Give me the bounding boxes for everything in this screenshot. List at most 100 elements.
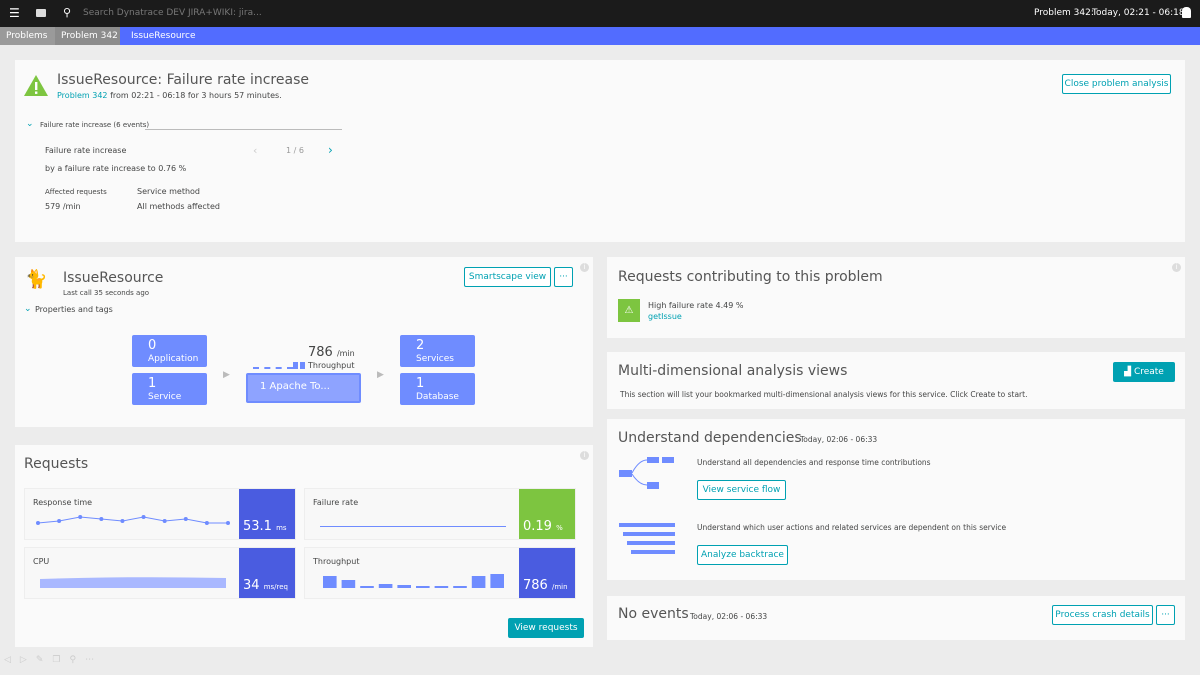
info-icon[interactable]: i <box>580 263 589 272</box>
contributing-item: High failure rate 4.49 % <box>648 301 744 310</box>
chevron-left-icon[interactable]: ‹ <box>253 144 258 157</box>
contributing-title: Requests contributing to this problem <box>618 269 883 285</box>
search-icon: ⚲ <box>63 6 72 19</box>
throughput-bar <box>397 585 411 588</box>
problem-card: IssueResource: Failure rate increase Pro… <box>15 60 1185 242</box>
close-problem-analysis-button[interactable]: Close problem analysis <box>1062 74 1171 94</box>
response-time-point <box>183 517 188 521</box>
zoom-icon[interactable]: ⚲ <box>69 655 86 665</box>
warning-icon <box>24 75 48 96</box>
problem-link[interactable]: Problem 342 <box>57 91 108 100</box>
failure-rate-sparkline <box>320 526 506 527</box>
service-name[interactable]: IssueResource <box>63 270 164 286</box>
throughput-bar <box>453 586 467 588</box>
response-time-point <box>141 515 146 519</box>
arrow-icon: ▶ <box>223 370 230 380</box>
tile-process[interactable]: 1 Apache To... <box>246 373 361 403</box>
metric-cpu[interactable]: CPU 34 ms/req <box>24 547 296 599</box>
timeframe[interactable]: Today, 02:21 - 06:18 <box>1092 8 1185 18</box>
info-icon[interactable]: i <box>580 451 589 460</box>
tile-database[interactable]: 1 Database <box>400 373 475 405</box>
response-time-point <box>78 515 83 519</box>
back-icon[interactable]: ◁ <box>4 655 20 665</box>
throughput-bar <box>471 576 486 588</box>
response-time-point <box>204 521 209 525</box>
backtrace-desc: Understand which user actions and relate… <box>697 523 1007 532</box>
throughput-bars <box>323 574 504 588</box>
tile-services[interactable]: 2 Services <box>400 335 475 367</box>
more-button[interactable]: ··· <box>554 267 573 287</box>
response-time-point <box>120 519 125 523</box>
notifications-icon[interactable] <box>36 9 46 17</box>
chevron-down-icon[interactable]: ⌄ <box>24 304 32 314</box>
events-card: No events Today, 02:06 - 06:33 Process c… <box>607 596 1185 640</box>
problem-title: IssueResource: Failure rate increase <box>57 72 309 88</box>
chevron-down-icon[interactable]: ⌄ <box>26 119 34 129</box>
tile-service[interactable]: 1 Service <box>132 373 207 405</box>
warning-icon: ⚠ <box>618 299 640 322</box>
requests-title: Requests <box>24 456 89 472</box>
getissue-link[interactable]: getIssue <box>648 312 682 321</box>
breadcrumb-issueresource[interactable]: IssueResource <box>120 27 1200 45</box>
breadcrumb-problems[interactable]: Problems <box>0 27 55 45</box>
analyze-backtrace-button[interactable]: Analyze backtrace <box>697 545 788 565</box>
metric-throughput[interactable]: Throughput 786 /min <box>304 547 576 599</box>
smartscape-view-button[interactable]: Smartscape view <box>464 267 551 287</box>
divider <box>145 129 342 130</box>
pen-icon[interactable]: ✎ <box>35 655 53 665</box>
flow-desc: Understand all dependencies and response… <box>697 458 931 467</box>
method-value: All methods affected <box>137 202 220 211</box>
contributing-card: Requests contributing to this problem i … <box>607 257 1185 338</box>
properties-toggle[interactable]: Properties and tags <box>35 305 113 314</box>
tile-application[interactable]: 0 Application <box>132 335 207 367</box>
search-input[interactable]: Search Dynatrace DEV JIRA+WIKI: jira... <box>83 8 262 18</box>
forward-icon[interactable]: ▷ <box>19 655 36 665</box>
menu-icon[interactable]: ☰ <box>9 6 20 20</box>
response-time-point <box>36 521 40 525</box>
user-icon[interactable] <box>1182 7 1191 18</box>
view-requests-button[interactable]: View requests <box>508 618 584 638</box>
affected-value: 579 /min <box>45 202 81 211</box>
event-title: Failure rate increase <box>45 146 127 155</box>
response-time-point <box>162 519 167 523</box>
copy-icon[interactable]: ❐ <box>52 655 70 665</box>
response-time-point <box>57 519 62 523</box>
metric-response-time[interactable]: Response time 53.1 ms <box>24 488 296 540</box>
process-crash-details-button[interactable]: Process crash details <box>1052 605 1153 625</box>
more-icon[interactable]: ⋯ <box>85 655 104 665</box>
breadcrumb: Problems Problem 342 IssueResource <box>0 27 1200 45</box>
response-time-sparkline <box>36 515 230 525</box>
deps-title: Understand dependencies <box>618 430 802 446</box>
breadcrumb-problem-342[interactable]: Problem 342 <box>55 27 120 45</box>
pager: 1 / 6 <box>286 146 304 155</box>
throughput-bar <box>434 586 449 588</box>
mda-desc: This section will list your bookmarked m… <box>620 390 1028 399</box>
response-time-point <box>226 521 230 525</box>
events-time: Today, 02:06 - 06:33 <box>690 612 768 621</box>
view-service-flow-button[interactable]: View service flow <box>697 480 786 500</box>
response-time-line <box>37 516 228 524</box>
problem-subtitle: from 02:21 - 06:18 for 3 hours 57 minute… <box>107 91 282 100</box>
event-desc: by a failure rate increase to 0.76 % <box>45 164 187 173</box>
throughput-bar <box>323 576 337 588</box>
problem-label[interactable]: Problem 342: <box>1034 8 1094 18</box>
throughput-bar <box>416 586 430 588</box>
create-button[interactable]: ▟ Create <box>1113 362 1175 382</box>
chevron-right-icon[interactable]: › <box>328 143 333 157</box>
response-time-point <box>99 517 104 521</box>
backtrace-icon <box>619 523 675 554</box>
events-title: No events <box>618 606 689 622</box>
service-flow-icon <box>619 457 674 489</box>
metric-failure-rate[interactable]: Failure rate 0.19 % <box>304 488 576 540</box>
throughput-value: 786 /min <box>308 345 355 360</box>
events-toggle[interactable]: Failure rate increase (6 events) <box>40 121 150 129</box>
more-button[interactable]: ··· <box>1156 605 1175 625</box>
bottom-toolbar: ◁▷✎❐⚲⋯ <box>4 655 103 665</box>
info-icon[interactable]: i <box>1172 263 1181 272</box>
top-bar: ☰ ⚲ Search Dynatrace DEV JIRA+WIKI: jira… <box>0 0 1200 27</box>
deps-time: Today, 02:06 - 06:33 <box>800 435 878 444</box>
last-call: Last call 35 seconds ago <box>63 289 150 297</box>
tomcat-icon: 🐈 <box>25 269 48 290</box>
throughput-label: Throughput <box>308 361 355 370</box>
requests-card: Requests i Response time 53.1 ms Failure… <box>15 445 593 647</box>
